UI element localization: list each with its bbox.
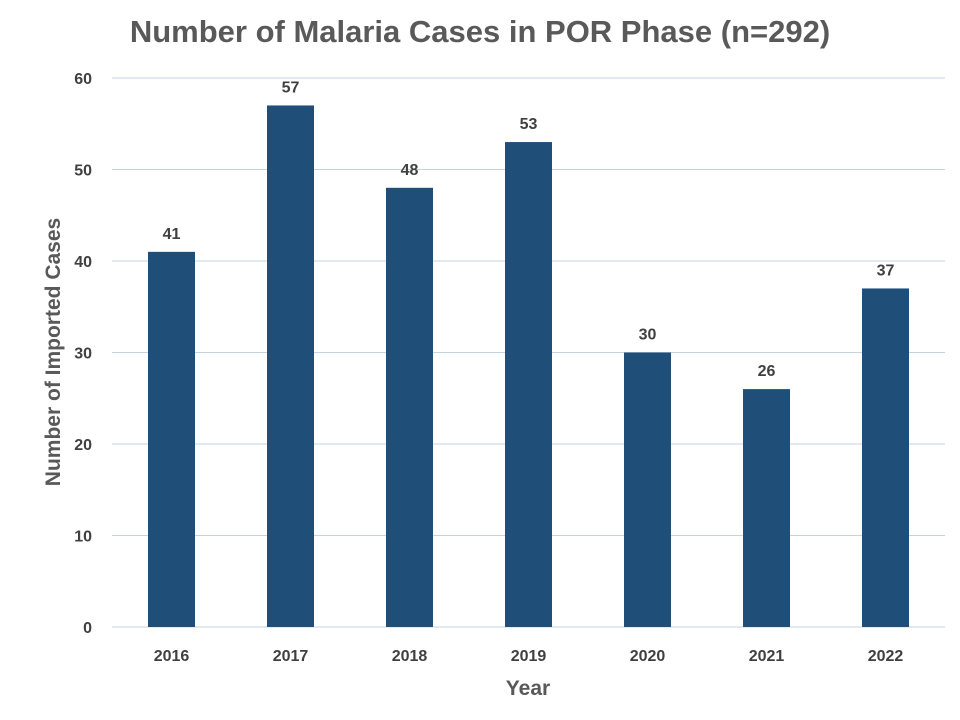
data-label: 57 xyxy=(282,79,300,96)
bars xyxy=(148,105,909,628)
x-tick-label: 2019 xyxy=(511,648,547,665)
data-labels: 41 57 48 53 30 26 37 xyxy=(163,79,895,380)
data-label: 30 xyxy=(639,327,657,344)
bar-2018 xyxy=(386,187,433,628)
bar-2016 xyxy=(148,251,195,627)
bar-2017 xyxy=(267,105,314,627)
x-tick-label: 2021 xyxy=(749,648,785,665)
chart-title: Number of Malaria Cases in POR Phase (n=… xyxy=(129,14,831,49)
bar-2022 xyxy=(862,288,909,627)
x-axis-title: Year xyxy=(506,677,550,700)
data-label: 41 xyxy=(163,226,181,243)
data-label: 53 xyxy=(520,116,538,133)
x-tick-label: 2022 xyxy=(868,648,904,665)
bar-2019 xyxy=(505,142,552,628)
x-axis-ticks: 2016 2017 2018 2019 2020 2021 2022 xyxy=(154,648,904,665)
x-tick-label: 2020 xyxy=(630,648,666,665)
y-axis-ticks: 0 10 20 30 40 50 60 xyxy=(74,71,92,637)
bar-2020 xyxy=(624,352,671,627)
y-tick-label: 10 xyxy=(74,529,92,546)
data-label: 48 xyxy=(401,162,419,179)
bar-2021 xyxy=(743,389,790,627)
y-tick-label: 30 xyxy=(74,346,92,363)
y-tick-label: 0 xyxy=(83,620,92,637)
data-label: 37 xyxy=(877,262,895,279)
y-tick-label: 60 xyxy=(74,71,92,88)
y-tick-label: 20 xyxy=(74,437,92,454)
data-label: 26 xyxy=(758,363,776,380)
x-tick-label: 2016 xyxy=(154,648,190,665)
y-axis-title: Number of Imported Cases xyxy=(42,218,65,486)
x-tick-label: 2018 xyxy=(392,648,428,665)
x-tick-label: 2017 xyxy=(273,648,309,665)
y-tick-label: 40 xyxy=(74,254,92,271)
y-tick-label: 50 xyxy=(74,163,92,180)
